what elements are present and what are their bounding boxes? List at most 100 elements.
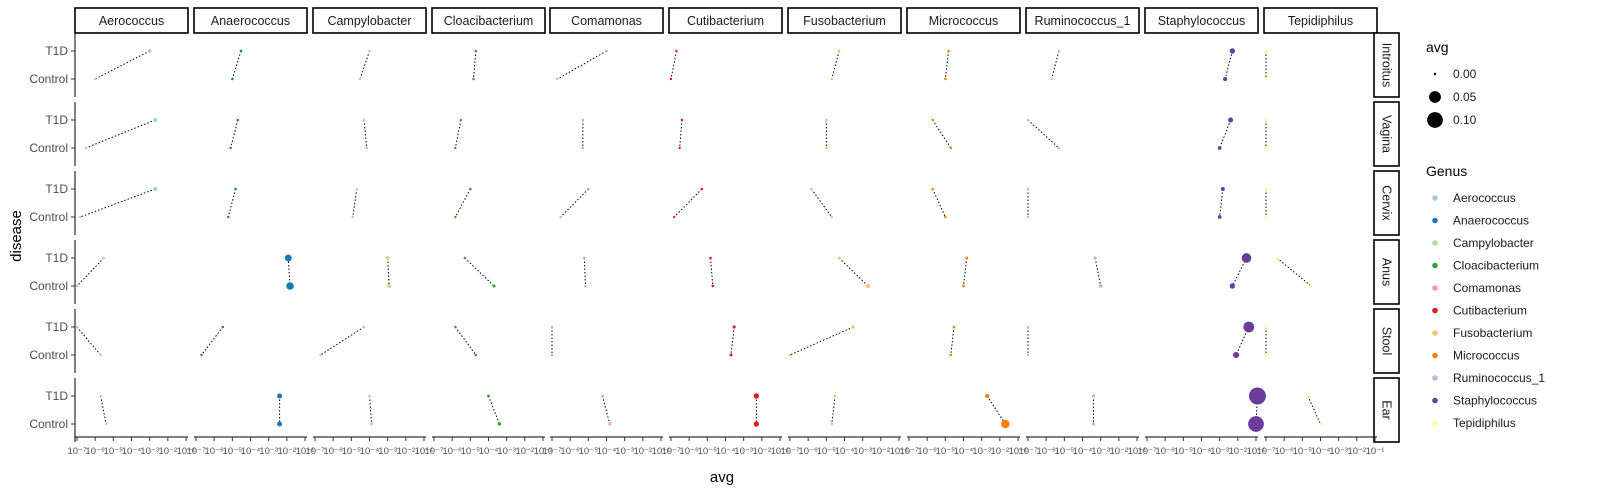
x-tick-label: 10⁻² bbox=[871, 446, 890, 457]
data-point-t1d bbox=[1264, 187, 1268, 191]
x-tick-label: 10⁻¹ bbox=[296, 446, 315, 457]
x-tick-label: 10⁻¹ bbox=[890, 446, 909, 457]
dumbbell bbox=[1248, 387, 1266, 432]
data-point-control bbox=[351, 215, 355, 219]
genus-legend-key bbox=[1432, 262, 1438, 269]
connector-line bbox=[1219, 188, 1224, 218]
data-point-t1d bbox=[709, 256, 712, 260]
connector-line bbox=[963, 257, 968, 287]
data-point-t1d bbox=[947, 49, 950, 53]
data-point-t1d bbox=[680, 118, 684, 122]
column-strip-label: Cloacibacterium bbox=[444, 14, 534, 28]
data-point-control bbox=[1001, 419, 1010, 429]
data-point-t1d bbox=[474, 49, 478, 53]
column-strip-box bbox=[1263, 7, 1378, 34]
x-tick-label: 10⁻³ bbox=[853, 446, 872, 457]
dumbbell bbox=[229, 118, 240, 150]
dumbbell bbox=[362, 118, 369, 150]
data-point-control bbox=[319, 353, 322, 357]
dumbbell bbox=[463, 256, 496, 288]
connector-line bbox=[231, 50, 242, 80]
data-point-control bbox=[825, 146, 828, 150]
data-point-control bbox=[830, 77, 834, 81]
connector-line bbox=[673, 188, 703, 218]
y-axis: T1D Control bbox=[29, 171, 76, 235]
row-strip: Introitus bbox=[1373, 32, 1400, 98]
column-strip-box bbox=[668, 7, 783, 34]
data-point-control bbox=[559, 215, 562, 219]
x-axis: 10⁻⁷10⁻⁶10⁻⁵10⁻⁴10⁻³ 10⁻² 10⁻¹ bbox=[1137, 436, 1265, 457]
row-strip-box bbox=[1373, 170, 1400, 236]
data-point-control bbox=[1091, 422, 1096, 426]
x-tick-label: 10⁻² bbox=[396, 446, 415, 457]
data-point-control bbox=[669, 77, 673, 81]
connector-line bbox=[454, 326, 477, 356]
genus-legend-key bbox=[1432, 397, 1438, 404]
x-tick-label: 10⁻⁴ bbox=[954, 446, 974, 457]
x-tick-label: 10⁻⁷ bbox=[1256, 446, 1276, 457]
connector-line bbox=[601, 395, 611, 425]
data-point-control bbox=[830, 422, 834, 426]
data-point-control bbox=[104, 422, 108, 426]
column-strip: Ruminococcus_1 bbox=[1025, 7, 1140, 34]
data-point-control bbox=[472, 77, 475, 81]
x-tick-label: 10⁻⁷ bbox=[305, 446, 325, 457]
size-legend-key bbox=[1427, 112, 1443, 128]
data-point-t1d bbox=[581, 118, 585, 122]
dumbbell bbox=[1217, 117, 1234, 150]
data-point-t1d bbox=[459, 118, 463, 122]
data-point-t1d bbox=[1091, 394, 1096, 398]
column-strip-box bbox=[431, 7, 546, 34]
data-point-t1d bbox=[152, 117, 158, 123]
connector-line bbox=[473, 50, 477, 80]
y-tick-label: T1D bbox=[45, 389, 68, 403]
x-tick-label: 10⁻⁶ bbox=[679, 446, 699, 457]
dumbbell bbox=[368, 394, 374, 426]
dumbbell bbox=[581, 118, 585, 150]
connector-line bbox=[1276, 257, 1312, 287]
x-tick-label: 10⁻³ bbox=[1329, 446, 1348, 457]
data-point-t1d bbox=[1057, 49, 1061, 53]
data-point-control bbox=[370, 422, 374, 426]
column-strip-label: Tepidiphilus bbox=[1288, 14, 1353, 28]
data-point-t1d bbox=[965, 256, 969, 260]
data-point-t1d bbox=[1275, 256, 1279, 260]
data-point-t1d bbox=[587, 187, 590, 191]
genus-legend-label: Campylobacter bbox=[1453, 236, 1534, 250]
data-point-control bbox=[1026, 353, 1030, 357]
connector-line bbox=[287, 257, 291, 287]
x-tick-label: 10⁻⁴ bbox=[360, 446, 380, 457]
x-tick-label: 10⁻⁶ bbox=[442, 446, 462, 457]
x-tick-label: 10⁻⁴ bbox=[479, 446, 499, 457]
column-strip: Campylobacter bbox=[312, 7, 427, 34]
dumbbell bbox=[284, 254, 294, 290]
data-point-control bbox=[84, 146, 87, 150]
y-axis-title: disease bbox=[8, 210, 25, 262]
data-point-t1d bbox=[75, 325, 79, 329]
data-point-t1d bbox=[152, 186, 158, 192]
data-point-t1d bbox=[487, 394, 490, 398]
data-point-t1d bbox=[931, 187, 934, 191]
x-tick-label: 10⁻⁴ bbox=[1311, 446, 1331, 457]
genus-legend-key bbox=[1432, 285, 1438, 291]
x-tick-label: 10⁻⁴ bbox=[122, 446, 142, 457]
x-axis: 10⁻⁷10⁻⁶10⁻⁵10⁻⁴10⁻³ 10⁻² 10⁻¹ bbox=[67, 436, 195, 457]
column-strip-box bbox=[1025, 7, 1140, 34]
data-point-control bbox=[358, 77, 362, 81]
dumbbell bbox=[1264, 187, 1268, 219]
data-point-control bbox=[944, 215, 947, 219]
dumbbell bbox=[753, 393, 760, 427]
x-tick-label: 10⁻³ bbox=[615, 446, 634, 457]
dumbbell bbox=[454, 325, 478, 357]
data-point-t1d bbox=[700, 187, 704, 191]
x-tick-label: 10⁻⁷ bbox=[542, 446, 562, 457]
column-strip-label: Aerococcus bbox=[99, 14, 164, 28]
column-strip-box bbox=[74, 7, 189, 34]
dumbbell bbox=[830, 49, 841, 81]
column-strip-label: Anaerococcus bbox=[211, 14, 290, 28]
data-point-control bbox=[1098, 284, 1103, 288]
x-tick-label: 10⁻² bbox=[1228, 446, 1247, 457]
column-strip: Aerococcus bbox=[74, 7, 189, 34]
row-strip-label: Vagina bbox=[1380, 115, 1394, 153]
